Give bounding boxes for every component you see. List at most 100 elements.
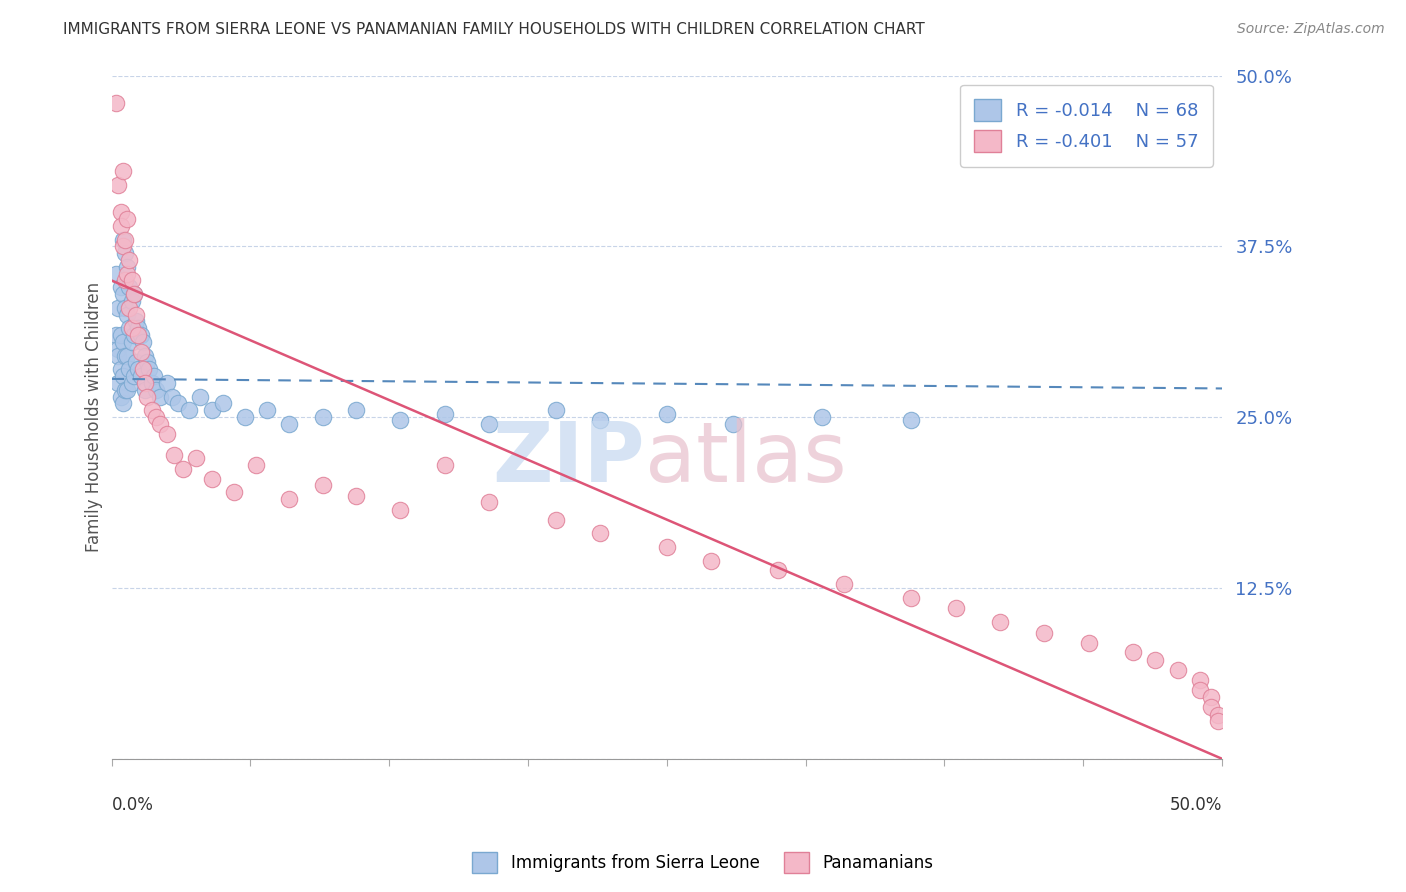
Point bbox=[311, 410, 333, 425]
Point bbox=[1167, 663, 1189, 677]
Point bbox=[110, 219, 132, 233]
Point bbox=[111, 369, 134, 384]
Point bbox=[655, 408, 678, 422]
Point bbox=[344, 403, 367, 417]
Point bbox=[111, 233, 134, 247]
Point bbox=[114, 301, 136, 315]
Point bbox=[149, 390, 172, 404]
Point bbox=[122, 369, 145, 384]
Point bbox=[184, 451, 207, 466]
Point bbox=[125, 308, 148, 322]
Point bbox=[107, 342, 129, 356]
Point bbox=[107, 376, 129, 390]
Point bbox=[478, 417, 501, 431]
Point bbox=[344, 490, 367, 504]
Point bbox=[1206, 708, 1229, 723]
Point bbox=[114, 349, 136, 363]
Point bbox=[389, 413, 412, 427]
Point bbox=[132, 362, 155, 376]
Point bbox=[122, 287, 145, 301]
Point bbox=[105, 95, 128, 110]
Point bbox=[200, 403, 222, 417]
Point bbox=[115, 349, 138, 363]
Point bbox=[115, 267, 138, 281]
Point bbox=[433, 458, 456, 472]
Point bbox=[256, 403, 278, 417]
Point bbox=[544, 403, 567, 417]
Point bbox=[121, 334, 143, 349]
Point bbox=[127, 328, 149, 343]
Point bbox=[145, 383, 167, 397]
Point bbox=[945, 601, 967, 615]
Point bbox=[111, 287, 134, 301]
Point bbox=[167, 396, 190, 410]
Point bbox=[142, 369, 165, 384]
Point bbox=[122, 287, 145, 301]
Point bbox=[900, 591, 922, 605]
Point bbox=[700, 554, 723, 568]
Point bbox=[1199, 690, 1222, 705]
Point bbox=[655, 540, 678, 554]
Point bbox=[589, 413, 612, 427]
Point bbox=[134, 383, 156, 397]
Point bbox=[111, 239, 134, 253]
Point bbox=[115, 260, 138, 274]
Text: 50.0%: 50.0% bbox=[1170, 797, 1222, 814]
Point bbox=[811, 410, 834, 425]
Point bbox=[179, 403, 201, 417]
Point bbox=[589, 526, 612, 541]
Legend: R = -0.014    N = 68, R = -0.401    N = 57: R = -0.014 N = 68, R = -0.401 N = 57 bbox=[960, 85, 1213, 167]
Point bbox=[200, 472, 222, 486]
Point bbox=[114, 383, 136, 397]
Point bbox=[766, 563, 789, 577]
Point bbox=[1199, 699, 1222, 714]
Point bbox=[160, 390, 183, 404]
Point bbox=[115, 212, 138, 227]
Point bbox=[127, 321, 149, 335]
Point bbox=[834, 577, 856, 591]
Point bbox=[1188, 673, 1211, 687]
Point bbox=[110, 205, 132, 219]
Point bbox=[478, 495, 501, 509]
Point bbox=[118, 362, 141, 376]
Point bbox=[110, 280, 132, 294]
Point bbox=[278, 492, 301, 507]
Point bbox=[1122, 645, 1144, 659]
Point bbox=[141, 376, 163, 390]
Point bbox=[110, 390, 132, 404]
Point bbox=[129, 369, 152, 384]
Point bbox=[1188, 683, 1211, 698]
Point bbox=[129, 328, 152, 343]
Point bbox=[107, 178, 129, 192]
Point bbox=[1144, 653, 1167, 667]
Point bbox=[111, 396, 134, 410]
Point bbox=[172, 462, 194, 476]
Text: Source: ZipAtlas.com: Source: ZipAtlas.com bbox=[1237, 22, 1385, 37]
Point bbox=[311, 478, 333, 492]
Text: 0.0%: 0.0% bbox=[111, 797, 153, 814]
Point bbox=[110, 328, 132, 343]
Point bbox=[156, 376, 179, 390]
Point bbox=[118, 301, 141, 315]
Point bbox=[145, 410, 167, 425]
Point bbox=[127, 362, 149, 376]
Point bbox=[156, 426, 179, 441]
Point bbox=[107, 349, 129, 363]
Point bbox=[118, 321, 141, 335]
Point bbox=[105, 267, 128, 281]
Point bbox=[222, 485, 245, 500]
Point bbox=[121, 293, 143, 308]
Point bbox=[278, 417, 301, 431]
Point bbox=[149, 417, 172, 431]
Point bbox=[114, 246, 136, 260]
Point bbox=[132, 334, 155, 349]
Y-axis label: Family Households with Children: Family Households with Children bbox=[86, 282, 103, 552]
Point bbox=[111, 164, 134, 178]
Point bbox=[900, 413, 922, 427]
Point bbox=[111, 334, 134, 349]
Point bbox=[114, 273, 136, 287]
Point bbox=[544, 513, 567, 527]
Point bbox=[1206, 714, 1229, 728]
Legend: Immigrants from Sierra Leone, Panamanians: Immigrants from Sierra Leone, Panamanian… bbox=[465, 846, 941, 880]
Point bbox=[118, 252, 141, 267]
